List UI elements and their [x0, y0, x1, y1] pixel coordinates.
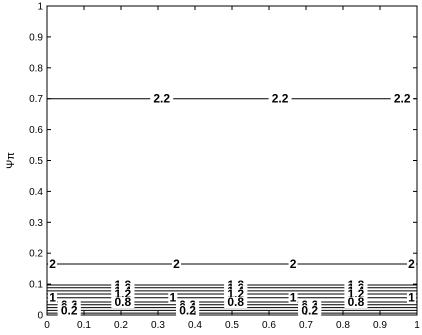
contour-label: 2: [49, 257, 56, 271]
contour-label: 1: [49, 291, 56, 305]
contour-label: 2.2: [153, 92, 170, 106]
contour-label: 0.2: [61, 303, 78, 317]
y-tick-label: 0.1: [29, 280, 43, 291]
contour-label: 2: [173, 257, 180, 271]
y-axis-label: Ψπ: [5, 152, 17, 169]
x-tick-label: 0.8: [336, 320, 350, 331]
plot-area: [47, 6, 417, 315]
y-tick-label: 0.3: [29, 218, 43, 229]
y-tick-label: 0.7: [29, 94, 43, 105]
contour-label: 0.8: [348, 295, 365, 309]
contour-label: 2.2: [394, 92, 411, 106]
contour-label: 1: [408, 291, 415, 305]
x-tick-label: 0.2: [114, 320, 128, 331]
x-tick-label: 0.1: [77, 320, 91, 331]
contour-label: 2.2: [272, 92, 289, 106]
y-tick-label: 0: [37, 311, 43, 322]
contour-label: 0.2: [179, 303, 196, 317]
contour-label: 2: [290, 257, 297, 271]
y-tick-label: 0.9: [29, 32, 43, 43]
x-tick-label: 0.4: [188, 320, 202, 331]
contour-label: 0.2: [301, 303, 318, 317]
y-tick-label: 0.6: [29, 125, 43, 136]
contour-label: 0.8: [227, 295, 244, 309]
contour-label: 1: [169, 291, 176, 305]
contour-label: 2: [408, 257, 415, 271]
x-tick-label: 0.7: [299, 320, 313, 331]
y-tick-label: 0.2: [29, 249, 43, 260]
x-tick-label: 0.5: [225, 320, 239, 331]
x-tick-label: 0.9: [373, 320, 387, 331]
x-tick-label: 0.3: [151, 320, 165, 331]
contour-label: 1: [290, 291, 297, 305]
x-tick-label: 0: [44, 320, 50, 331]
y-tick-label: 0.8: [29, 63, 43, 74]
contour-label: 0.8: [115, 295, 132, 309]
y-tick-label: 1: [37, 2, 43, 13]
y-tick-label: 0.5: [29, 156, 43, 167]
x-tick-label: 0.6: [262, 320, 276, 331]
x-tick-label: 1: [414, 320, 420, 331]
y-tick-label: 0.4: [29, 187, 43, 198]
